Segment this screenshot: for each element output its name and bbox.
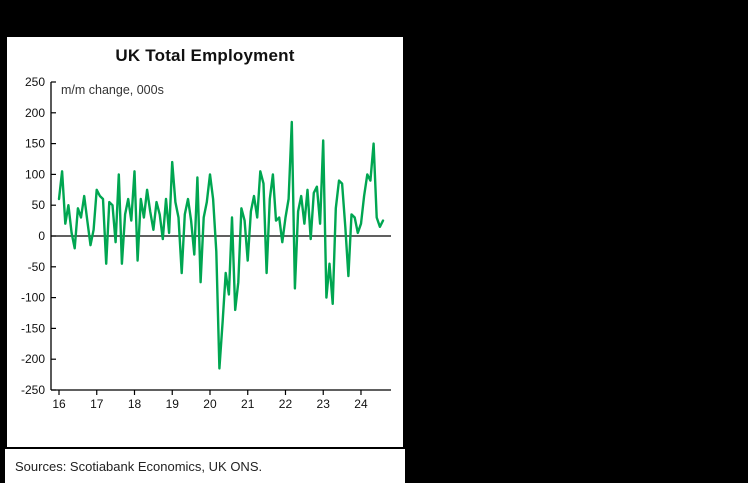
chart-tick-labels: 250 200 150 100 50 0 -50 -100 -150 -200 -250 16 17 18… xyxy=(21,75,368,411)
y-tick-label: -200 xyxy=(21,352,45,366)
employment-line-chart: 250 200 150 100 50 0 -50 -100 -150 -200 -250 16 17 18… xyxy=(21,75,391,411)
x-tick-label: 17 xyxy=(90,397,104,411)
y-tick-label: 200 xyxy=(25,106,45,120)
chart-card: UK Total Employment 250 200 150 100 50 0 -50 -1… xyxy=(5,35,405,449)
chart-series xyxy=(57,120,385,370)
x-tick-label: 16 xyxy=(52,397,66,411)
sources-bar: Sources: Scotiabank Economics, UK ONS. xyxy=(5,449,405,483)
content-panel: UK Total Employment 250 200 150 100 50 0 -50 -1… xyxy=(5,35,405,483)
x-tick-label: 18 xyxy=(128,397,142,411)
employment-series-line xyxy=(57,120,385,370)
y-tick-label: 100 xyxy=(25,167,45,181)
y-tick-label: 250 xyxy=(25,75,45,89)
y-tick-label: -50 xyxy=(28,260,46,274)
chart-title: UK Total Employment xyxy=(115,46,295,65)
y-tick-label: 150 xyxy=(25,137,45,151)
x-tick-label: 21 xyxy=(241,397,255,411)
x-tick-label: 22 xyxy=(279,397,293,411)
x-tick-label: 24 xyxy=(354,397,368,411)
y-tick-label: -150 xyxy=(21,321,45,335)
chart-subtitle: m/m change, 000s xyxy=(61,83,164,97)
y-tick-label: 50 xyxy=(32,198,46,212)
y-tick-label: 0 xyxy=(38,229,45,243)
x-tick-label: 23 xyxy=(317,397,331,411)
x-tick-label: 20 xyxy=(203,397,217,411)
y-tick-label: -100 xyxy=(21,291,45,305)
sources-text: Sources: Scotiabank Economics, UK ONS. xyxy=(15,458,263,474)
y-tick-label: -250 xyxy=(21,383,45,397)
x-tick-label: 19 xyxy=(166,397,180,411)
